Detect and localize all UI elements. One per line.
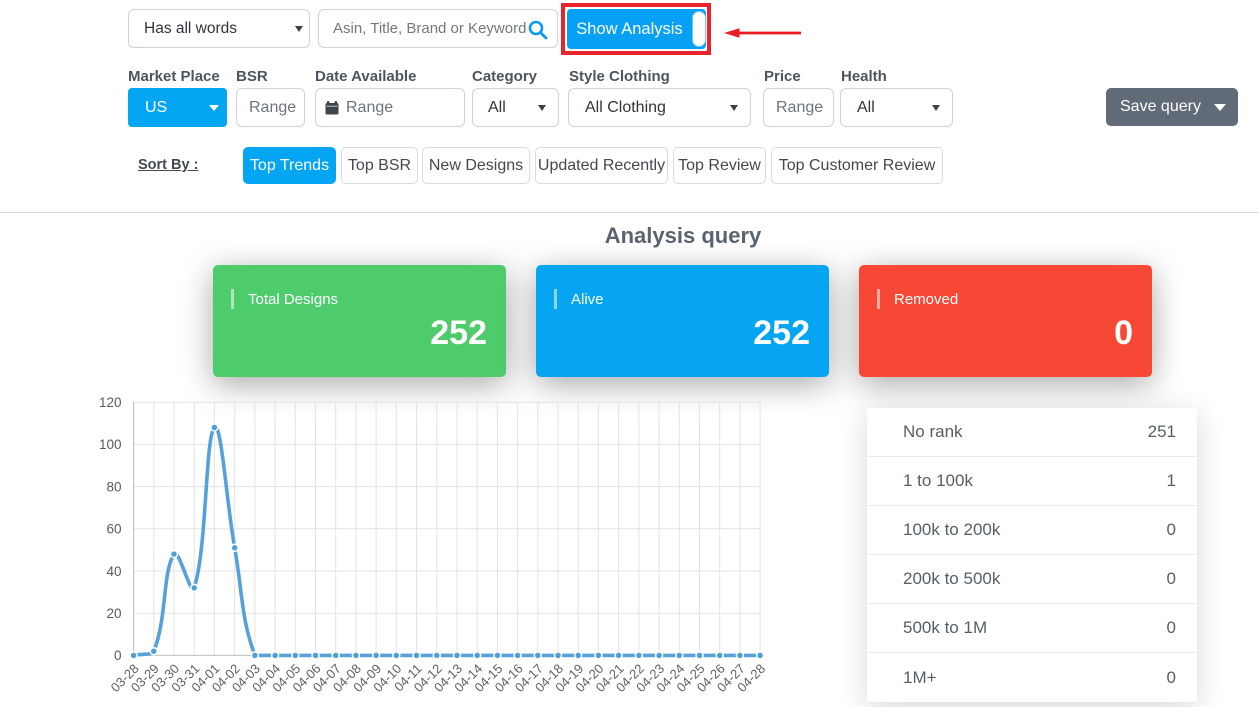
svg-text:120: 120: [99, 395, 122, 410]
svg-text:20: 20: [106, 606, 121, 621]
svg-text:60: 60: [106, 522, 121, 537]
svg-text:100: 100: [99, 437, 122, 452]
svg-text:80: 80: [106, 479, 121, 494]
svg-text:40: 40: [106, 564, 121, 579]
svg-text:0: 0: [114, 648, 122, 663]
